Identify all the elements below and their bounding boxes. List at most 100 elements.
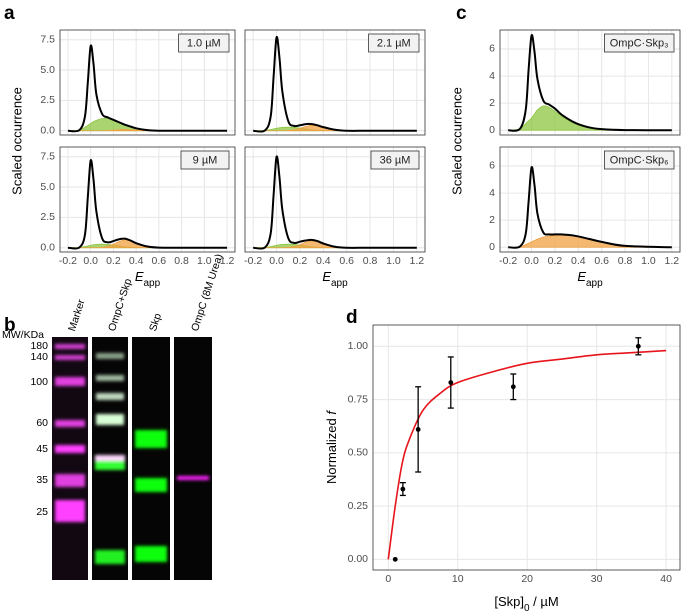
axis-label-part: app bbox=[586, 278, 603, 289]
fit-line bbox=[253, 35, 417, 133]
y-tick-label: 4 bbox=[489, 187, 495, 199]
lane-label: Marker bbox=[66, 298, 88, 333]
y-tick-label: 6 bbox=[489, 160, 495, 172]
data-point bbox=[392, 556, 398, 562]
y-axis-label: Scaled occurrence bbox=[9, 87, 24, 195]
x-axis-label: Eapp bbox=[577, 269, 603, 289]
y-tick-label: 2.5 bbox=[40, 211, 55, 223]
lane-label: Skp bbox=[147, 312, 164, 333]
plot-background bbox=[373, 325, 680, 570]
y-tick-label: 2.5 bbox=[40, 94, 55, 106]
plot-border bbox=[244, 146, 426, 253]
axis-label-part: E bbox=[322, 269, 331, 284]
x-tick-label: 0.8 bbox=[363, 255, 378, 267]
y-tick-label: 0.75 bbox=[348, 393, 369, 405]
x-tick-label: 20 bbox=[521, 573, 533, 585]
y-tick-label: 0 bbox=[489, 241, 495, 253]
y-tick-label: 5.0 bbox=[40, 181, 55, 193]
y-tick-label: 0.00 bbox=[348, 553, 369, 565]
x-tick-label: -0.2 bbox=[244, 255, 262, 267]
data-point bbox=[448, 380, 454, 385]
gel-bands bbox=[55, 344, 209, 564]
x-tick-label: -0.2 bbox=[499, 255, 517, 267]
gel-lane bbox=[174, 337, 212, 580]
plot-border bbox=[244, 29, 426, 136]
annotation: OmpC·Skp₃ bbox=[610, 37, 669, 49]
y-tick-label: 1.00 bbox=[348, 340, 369, 352]
y-tick-label: 0 bbox=[489, 124, 495, 136]
y-tick-label: 0.0 bbox=[40, 125, 55, 137]
y-tick-label: 4 bbox=[489, 70, 495, 82]
x-tick-label: 30 bbox=[591, 573, 603, 585]
x-tick-label: 0.6 bbox=[594, 255, 609, 267]
gel-lane bbox=[52, 337, 88, 580]
panel-label: b bbox=[4, 315, 16, 336]
annotation-box bbox=[604, 150, 675, 170]
x-tick-label: 0.0 bbox=[524, 255, 539, 267]
x-tick-label: 0.8 bbox=[174, 255, 189, 267]
x-tick-label: 1.2 bbox=[410, 255, 425, 267]
x-tick-label: 1.0 bbox=[641, 255, 656, 267]
y-axis-label: Scaled occurrence bbox=[449, 87, 464, 195]
annotation: 1.0 µM bbox=[187, 37, 221, 49]
x-tick-label: 0.0 bbox=[269, 255, 284, 267]
mw-label: 25 bbox=[36, 506, 48, 518]
y-axis-label: Normalized f bbox=[324, 410, 339, 484]
fit-line bbox=[508, 33, 672, 132]
x-tick-label: 1.2 bbox=[220, 255, 235, 267]
x-tick-label: 0.2 bbox=[293, 255, 308, 267]
y-tick-label: 0.25 bbox=[348, 500, 369, 512]
x-tick-label: 0.4 bbox=[571, 255, 586, 267]
plot-border bbox=[372, 324, 681, 571]
lane-label: OmpC+Skp bbox=[106, 277, 134, 333]
x-tick-label: 0.6 bbox=[152, 255, 167, 267]
x-tick-label: 1.0 bbox=[386, 255, 401, 267]
mw-label: 140 bbox=[30, 351, 48, 363]
x-tick-label: 1.0 bbox=[197, 255, 212, 267]
mw-label: 45 bbox=[36, 443, 48, 455]
x-axis-label: Eapp bbox=[135, 269, 161, 289]
fit-curve bbox=[387, 349, 667, 560]
plot-border bbox=[59, 146, 236, 253]
x-tick-label: 1.2 bbox=[665, 255, 680, 267]
fit-line bbox=[508, 165, 672, 249]
annotation: 36 µM bbox=[380, 154, 411, 166]
axis-label-part: E bbox=[577, 269, 586, 284]
fit-line bbox=[67, 159, 228, 250]
data-point bbox=[635, 343, 641, 349]
data-point bbox=[510, 384, 516, 390]
x-tick-label: 0.8 bbox=[618, 255, 633, 267]
plot-border bbox=[499, 146, 681, 253]
annotation-box bbox=[370, 150, 420, 170]
y-tick-label: 7.5 bbox=[40, 33, 55, 45]
data-point bbox=[400, 486, 406, 492]
y-tick-label: 5.0 bbox=[40, 64, 55, 76]
mw-label: 100 bbox=[30, 376, 48, 388]
y-tick-label: 7.5 bbox=[40, 150, 55, 162]
x-tick-label: 0.6 bbox=[339, 255, 354, 267]
fit-line bbox=[67, 44, 228, 133]
y-tick-label: 2 bbox=[489, 97, 495, 109]
axis-label-part: / µM bbox=[530, 594, 559, 609]
x-tick-label: 0.4 bbox=[129, 255, 144, 267]
annotation-box bbox=[180, 150, 230, 170]
gel bbox=[52, 337, 212, 580]
axis-label-part: 0 bbox=[524, 603, 530, 612]
mw-label: 35 bbox=[36, 474, 48, 486]
fit-line bbox=[253, 155, 417, 250]
panel-label: c bbox=[456, 3, 467, 24]
annotation-box bbox=[604, 33, 675, 53]
x-tick-label: 0.2 bbox=[106, 255, 121, 267]
annotation: OmpC·Skp₆ bbox=[610, 154, 669, 166]
mw-label: 60 bbox=[36, 417, 48, 429]
data-point bbox=[415, 426, 421, 432]
axis-label-part: app bbox=[331, 278, 348, 289]
panel-label: a bbox=[4, 3, 15, 24]
y-tick-label: 2 bbox=[489, 214, 495, 226]
x-tick-label: 0.4 bbox=[316, 255, 331, 267]
annotation: 2.1 µM bbox=[377, 37, 411, 49]
panel-label: d bbox=[346, 307, 358, 328]
axis-label-part: Normalized bbox=[324, 415, 339, 484]
axis-label-part: app bbox=[143, 278, 160, 289]
